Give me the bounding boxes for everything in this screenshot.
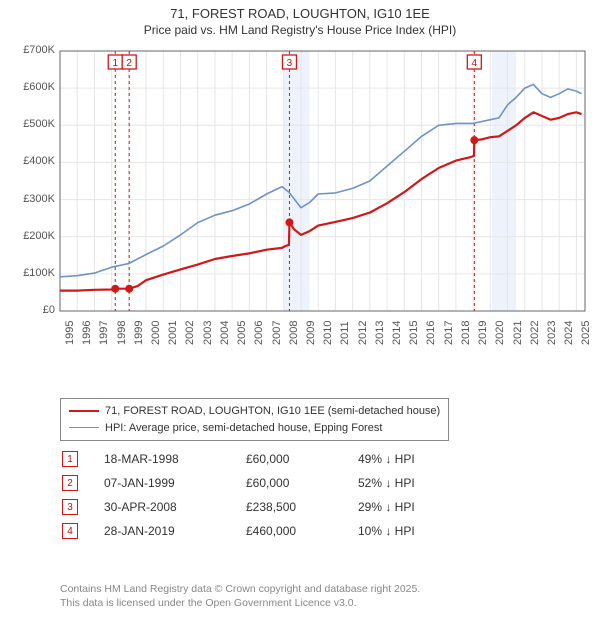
title-subtitle: Price paid vs. HM Land Registry's House … bbox=[0, 23, 600, 39]
legend-swatch bbox=[69, 427, 99, 428]
y-tick-label: £100K bbox=[10, 267, 55, 279]
y-tick-label: £0 bbox=[10, 304, 55, 316]
y-tick-label: £400K bbox=[10, 155, 55, 167]
svg-text:1: 1 bbox=[112, 58, 118, 69]
attribution-footer: Contains HM Land Registry data © Crown c… bbox=[60, 582, 420, 610]
footer-line2: This data is licensed under the Open Gov… bbox=[60, 596, 420, 610]
y-tick-label: £700K bbox=[10, 44, 55, 56]
event-marker: 2 bbox=[62, 475, 78, 491]
event-marker: 4 bbox=[62, 523, 78, 539]
event-marker: 1 bbox=[62, 451, 78, 467]
legend: 71, FOREST ROAD, LOUGHTON, IG10 1EE (sem… bbox=[60, 398, 449, 441]
event-row: 1 18-MAR-1998£60,00049% ↓ HPI bbox=[62, 448, 478, 470]
y-tick-label: £500K bbox=[10, 118, 55, 130]
event-delta: 10% ↓ HPI bbox=[358, 520, 478, 542]
chart-svg: 12 3 4 bbox=[10, 46, 590, 346]
event-row: 3 30-APR-2008£238,50029% ↓ HPI bbox=[62, 496, 478, 518]
legend-item: 71, FOREST ROAD, LOUGHTON, IG10 1EE (sem… bbox=[69, 403, 440, 420]
events-table: 1 18-MAR-1998£60,00049% ↓ HPI 2 07-JAN-1999… bbox=[60, 446, 480, 544]
legend-swatch bbox=[69, 410, 99, 412]
event-date: 18-MAR-1998 bbox=[104, 448, 244, 470]
svg-text:2: 2 bbox=[126, 58, 132, 69]
event-price: £238,500 bbox=[246, 496, 356, 518]
legend-label: HPI: Average price, semi-detached house,… bbox=[105, 420, 382, 437]
event-delta: 52% ↓ HPI bbox=[358, 472, 478, 494]
event-date: 28-JAN-2019 bbox=[104, 520, 244, 542]
event-date: 07-JAN-1999 bbox=[104, 472, 244, 494]
event-date: 30-APR-2008 bbox=[104, 496, 244, 518]
footer-line1: Contains HM Land Registry data © Crown c… bbox=[60, 582, 420, 596]
legend-label: 71, FOREST ROAD, LOUGHTON, IG10 1EE (sem… bbox=[105, 403, 440, 420]
title-address: 71, FOREST ROAD, LOUGHTON, IG10 1EE bbox=[0, 6, 600, 23]
y-tick-label: £600K bbox=[10, 81, 55, 93]
price-chart: 12 3 4 £0 £100K £200K £300K £400K £500K £600K £70… bbox=[10, 46, 590, 386]
event-price: £460,000 bbox=[246, 520, 356, 542]
event-price: £60,000 bbox=[246, 472, 356, 494]
chart-titles: 71, FOREST ROAD, LOUGHTON, IG10 1EE Pric… bbox=[0, 0, 600, 38]
event-price: £60,000 bbox=[246, 448, 356, 470]
legend-item: HPI: Average price, semi-detached house,… bbox=[69, 420, 440, 437]
y-tick-label: £300K bbox=[10, 193, 55, 205]
event-delta: 49% ↓ HPI bbox=[358, 448, 478, 470]
event-row: 4 28-JAN-2019£460,00010% ↓ HPI bbox=[62, 520, 478, 542]
event-delta: 29% ↓ HPI bbox=[358, 496, 478, 518]
svg-text:4: 4 bbox=[472, 58, 478, 69]
event-row: 2 07-JAN-1999£60,00052% ↓ HPI bbox=[62, 472, 478, 494]
svg-text:3: 3 bbox=[287, 58, 293, 69]
y-tick-label: £200K bbox=[10, 230, 55, 242]
event-marker: 3 bbox=[62, 499, 78, 515]
